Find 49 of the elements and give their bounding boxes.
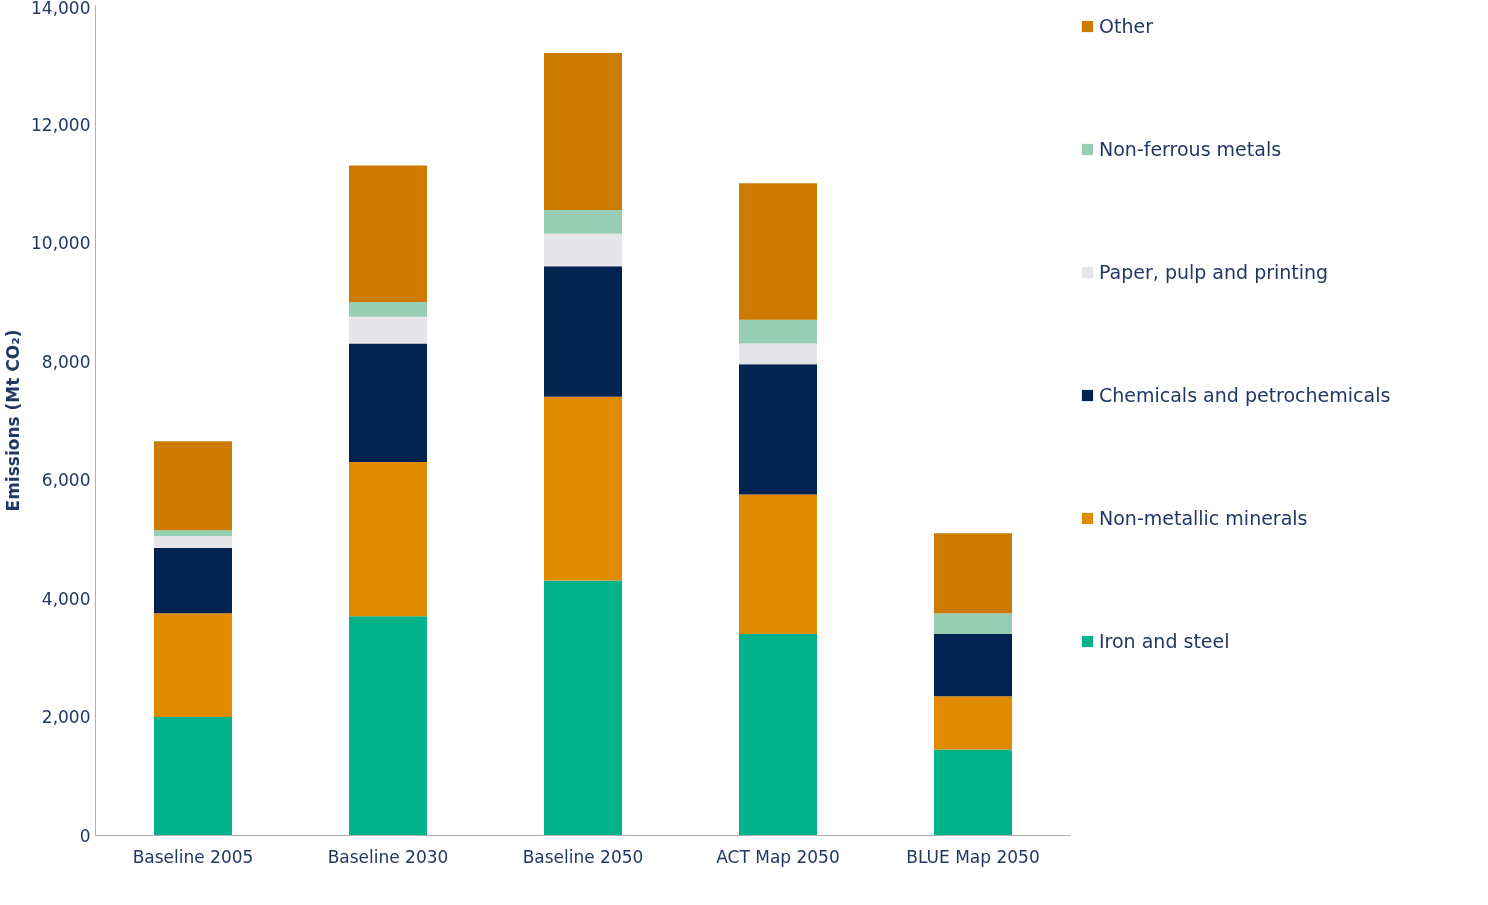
legend-label: Paper, pulp and printing <box>1099 261 1329 283</box>
bar <box>934 696 1012 750</box>
bar <box>154 547 232 614</box>
x-tick-label: ACT Map 2050 <box>716 846 840 867</box>
bar <box>349 462 427 617</box>
bar <box>349 165 427 302</box>
x-tick-label: Baseline 2005 <box>132 846 254 867</box>
y-tick-label: 12,000 <box>31 114 91 135</box>
bar <box>739 319 817 344</box>
bar <box>544 580 622 836</box>
x-tick-label: Baseline 2030 <box>327 846 449 867</box>
bar <box>934 633 1012 697</box>
bar <box>154 530 232 537</box>
bar <box>739 364 817 495</box>
y-tick-label: 6,000 <box>41 470 91 491</box>
bar <box>154 613 232 717</box>
bar <box>934 533 1012 614</box>
bar <box>544 210 622 234</box>
bar <box>154 536 232 548</box>
bar <box>739 633 817 836</box>
x-tick-label: BLUE Map 2050 <box>906 846 1040 867</box>
y-tick-label: 4,000 <box>41 588 91 609</box>
legend-label: Other <box>1099 15 1153 37</box>
bar <box>934 613 1012 634</box>
bar <box>154 716 232 836</box>
bar <box>739 183 817 320</box>
y-axis-title: Emissions (Mt CO₂) <box>3 329 24 512</box>
y-tick-label: 2,000 <box>41 707 91 728</box>
legend-label: Non-ferrous metals <box>1099 138 1282 160</box>
bar <box>349 301 427 317</box>
bar <box>739 343 817 365</box>
bar <box>544 52 622 211</box>
y-tick-label: 0 <box>79 826 91 846</box>
x-tick-label: Baseline 2050 <box>522 846 644 867</box>
legend-label: Non-metallic minerals <box>1099 507 1308 529</box>
bar <box>544 266 622 397</box>
bar <box>544 233 622 267</box>
y-tick-label: 10,000 <box>31 233 91 254</box>
bar <box>349 616 427 836</box>
bar <box>544 396 622 581</box>
bar <box>739 494 817 634</box>
bar <box>349 343 427 462</box>
legend-label: Chemicals and petrochemicals <box>1099 384 1391 406</box>
y-tick-label: 8,000 <box>41 351 91 372</box>
bar <box>934 749 1012 836</box>
bar <box>349 316 427 344</box>
bar <box>154 441 232 531</box>
y-tick-label: 14,000 <box>31 0 91 18</box>
legend-label: Iron and steel <box>1099 630 1230 652</box>
